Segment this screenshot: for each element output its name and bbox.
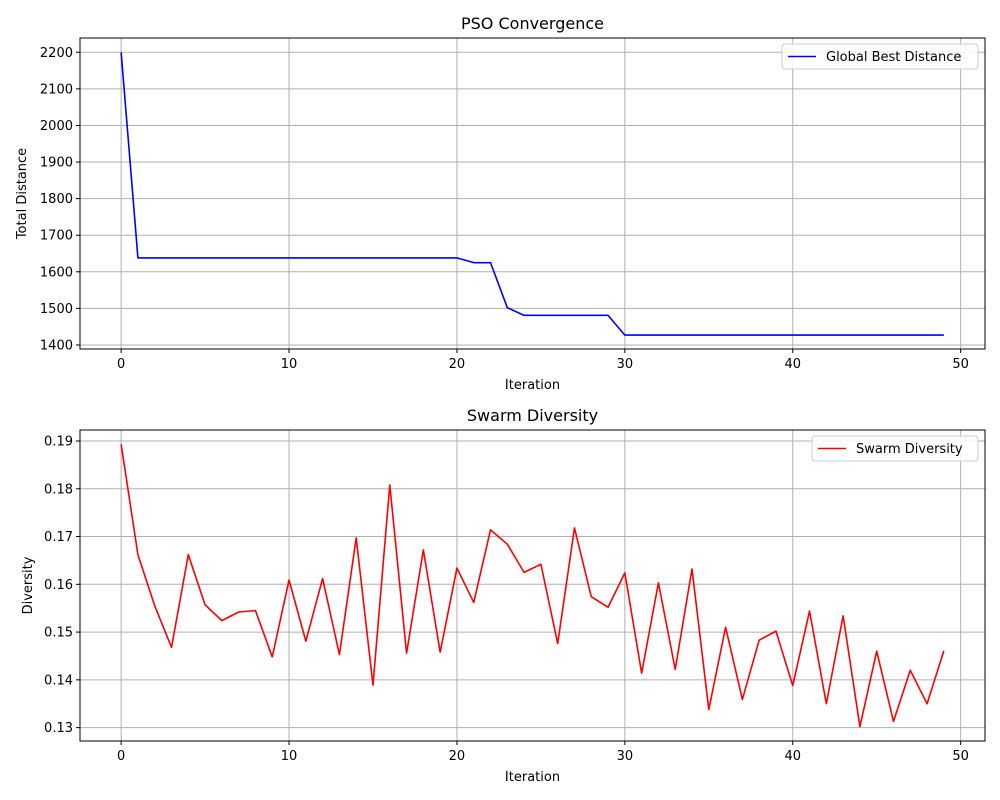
x-tick-label: 20 bbox=[449, 357, 466, 372]
x-axis-label: Iteration bbox=[505, 378, 560, 393]
chart-title: Swarm Diversity bbox=[467, 406, 598, 425]
y-axis-label: Total Distance bbox=[15, 148, 30, 240]
plot-frame bbox=[79, 37, 986, 350]
y-tick-label: 1700 bbox=[40, 229, 73, 244]
x-tick-label: 30 bbox=[617, 749, 634, 764]
chart-title: PSO Convergence bbox=[461, 14, 604, 33]
legend-label: Global Best Distance bbox=[826, 50, 961, 65]
y-tick-label: 0.14 bbox=[44, 673, 73, 688]
y-tick-label: 0.15 bbox=[44, 626, 73, 641]
x-tick-label: 50 bbox=[952, 749, 969, 764]
y-tick-label: 0.18 bbox=[44, 482, 73, 497]
y-tick-label: 2200 bbox=[40, 46, 73, 61]
x-tick-label: 10 bbox=[281, 749, 298, 764]
legend-box bbox=[811, 435, 979, 462]
y-tick-label: 1900 bbox=[40, 156, 73, 171]
y-tick-label: 1400 bbox=[40, 338, 73, 353]
y-axis-label: Diversity bbox=[21, 556, 36, 614]
x-tick-label: 40 bbox=[784, 749, 801, 764]
y-tick-label: 2100 bbox=[40, 82, 73, 97]
y-tick-label: 2000 bbox=[40, 119, 73, 134]
y-tick-label: 1500 bbox=[40, 302, 73, 317]
convergence-chart: 0 10 20 30 40 50 1400 1500 1600 1700 1800 1900 2000 2… bbox=[15, 14, 986, 393]
series-line-1 bbox=[120, 52, 944, 336]
series-line-1 bbox=[120, 444, 945, 728]
legend-box bbox=[781, 43, 979, 70]
y-tick-label: 0.17 bbox=[44, 530, 73, 545]
y-tick-label: 1800 bbox=[40, 192, 73, 207]
legend-label: Swarm Diversity bbox=[856, 442, 963, 457]
y-tick-label: 1600 bbox=[40, 265, 73, 280]
plot-frame bbox=[79, 429, 986, 742]
x-tick-label: 0 bbox=[117, 357, 125, 372]
x-tick-label: 0 bbox=[117, 749, 125, 764]
x-tick-label: 30 bbox=[617, 357, 634, 372]
x-tick-label: 20 bbox=[449, 749, 466, 764]
x-axis-label: Iteration bbox=[505, 770, 560, 785]
x-tick-label: 40 bbox=[784, 357, 801, 372]
y-tick-label: 0.19 bbox=[44, 434, 73, 449]
x-tick-label: 10 bbox=[281, 357, 298, 372]
y-tick-label: 0.16 bbox=[44, 578, 73, 593]
y-tick-label: 0.13 bbox=[44, 721, 73, 736]
diversity-chart: 0 10 20 30 40 50 0.13 0.14 0.15 0.16 0.17 0.18 0.19 S… bbox=[21, 406, 986, 785]
x-tick-label: 50 bbox=[952, 357, 969, 372]
